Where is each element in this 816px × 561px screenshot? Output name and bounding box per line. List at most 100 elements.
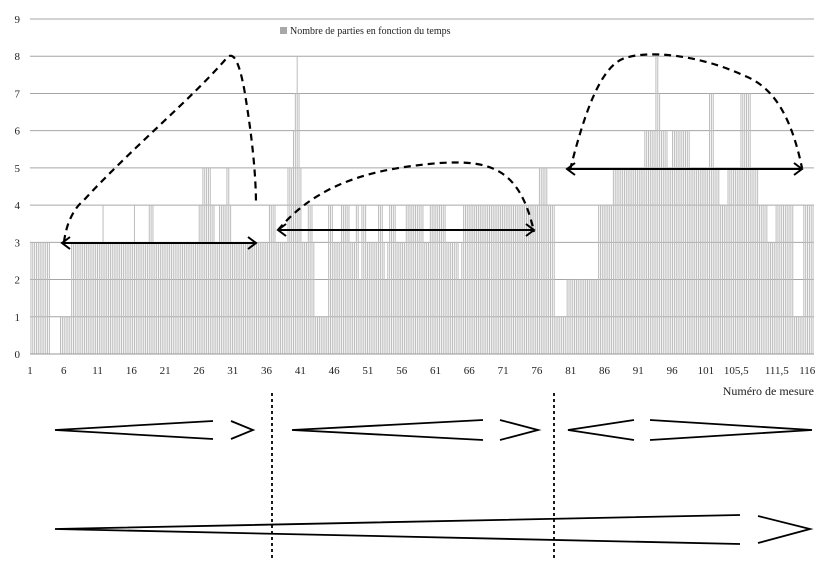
bar	[198, 205, 200, 354]
bar	[280, 242, 282, 354]
bar	[424, 242, 426, 354]
crescendo-hairpin-2	[291, 419, 484, 441]
crescendo-hairpin-3	[567, 419, 635, 441]
bar	[570, 279, 572, 354]
bar	[696, 167, 698, 354]
bar	[431, 205, 433, 354]
bar	[744, 93, 746, 354]
bar	[738, 167, 740, 354]
bar	[794, 316, 796, 354]
bar	[402, 242, 404, 354]
bar	[370, 242, 372, 354]
bar	[298, 93, 300, 354]
x-tick-label: 76	[531, 365, 543, 377]
bar	[648, 130, 650, 354]
bar	[219, 205, 221, 354]
double-arrow-2	[276, 223, 536, 237]
bar	[631, 167, 633, 354]
bar	[788, 205, 790, 354]
bar	[596, 279, 598, 354]
bar	[474, 205, 476, 354]
bar	[34, 242, 36, 354]
bar	[490, 205, 492, 354]
bar	[359, 279, 361, 354]
bar	[132, 242, 134, 354]
bar	[287, 167, 289, 354]
bar	[553, 205, 555, 354]
bar	[568, 279, 570, 354]
x-tick-label: 56	[396, 365, 408, 377]
bar	[618, 167, 620, 354]
bar	[178, 242, 180, 354]
bar	[733, 167, 735, 354]
bar	[84, 242, 86, 354]
bar	[721, 205, 723, 354]
bar	[729, 167, 731, 354]
bar	[529, 205, 531, 354]
bar	[87, 242, 89, 354]
x-tick-label: 11	[92, 365, 103, 377]
y-tick-label: 2	[15, 275, 21, 287]
bar	[453, 242, 455, 354]
bar	[333, 242, 335, 354]
bar	[614, 167, 616, 354]
x-tick-label: 81	[565, 365, 576, 377]
bar	[640, 167, 642, 354]
bar	[121, 242, 123, 354]
bar	[450, 242, 452, 354]
bar	[411, 205, 413, 354]
bar	[372, 242, 374, 354]
bar	[400, 242, 402, 354]
bar	[387, 242, 389, 354]
x-tick-label: 116	[799, 365, 816, 377]
bar	[111, 242, 113, 354]
bar	[496, 205, 498, 354]
bar	[394, 205, 396, 354]
bar	[252, 242, 254, 354]
x-tick-label: 26	[193, 365, 205, 377]
bar	[257, 242, 259, 354]
bar	[655, 56, 657, 354]
bar	[592, 279, 594, 354]
bar	[385, 279, 387, 354]
x-tick-label: 86	[599, 365, 611, 377]
bar	[446, 242, 448, 354]
bar	[718, 167, 720, 354]
bar	[574, 279, 576, 354]
bar	[420, 205, 422, 354]
bar	[43, 242, 45, 354]
bar	[76, 242, 78, 354]
bar	[91, 242, 93, 354]
double-arrow-1	[60, 236, 258, 250]
bar	[128, 242, 130, 354]
bar	[235, 242, 237, 354]
bar	[636, 167, 638, 354]
bar	[755, 167, 757, 354]
bar	[810, 205, 812, 354]
bar	[598, 205, 600, 354]
bar	[603, 205, 605, 354]
bar	[154, 242, 156, 354]
bar	[520, 205, 522, 354]
y-tick-label: 9	[15, 14, 21, 26]
bar	[653, 130, 655, 354]
y-tick-label: 8	[15, 51, 21, 63]
bar	[254, 242, 256, 354]
bar	[224, 205, 226, 354]
bar	[85, 242, 87, 354]
bar	[37, 242, 39, 354]
bar	[481, 205, 483, 354]
bar	[675, 130, 677, 354]
bar	[664, 130, 666, 354]
bar	[435, 205, 437, 354]
x-axis-title: Numéro de mesure	[723, 384, 814, 398]
bar	[709, 93, 711, 354]
bar	[413, 205, 415, 354]
bar	[231, 242, 233, 354]
legend: Nombre de parties en fonction du temps	[280, 26, 451, 37]
bar	[102, 205, 104, 354]
bar	[392, 205, 394, 354]
bar	[209, 167, 211, 354]
bar	[390, 205, 392, 354]
